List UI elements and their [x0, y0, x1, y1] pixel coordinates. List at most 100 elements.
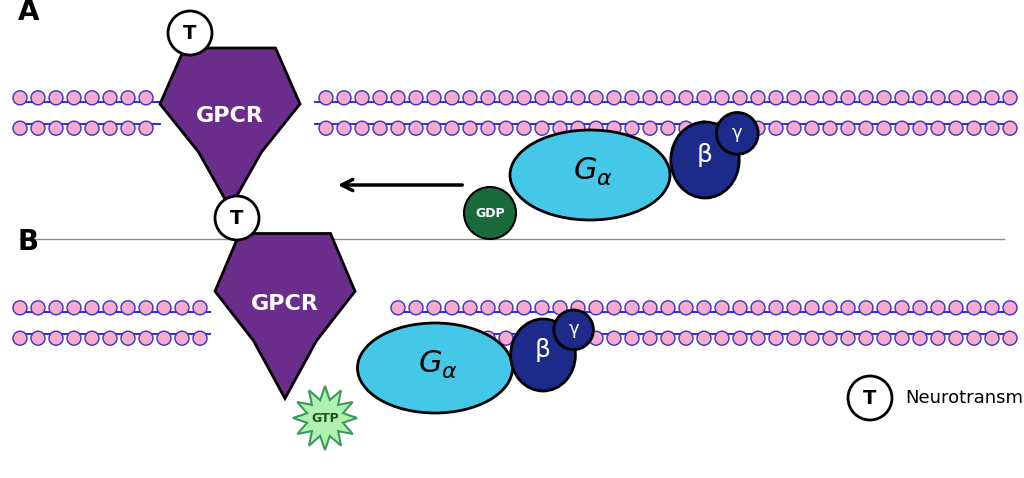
Circle shape — [355, 91, 369, 105]
Circle shape — [535, 331, 549, 345]
Circle shape — [643, 301, 657, 315]
Circle shape — [823, 301, 837, 315]
Circle shape — [607, 331, 621, 345]
Circle shape — [463, 331, 477, 345]
Circle shape — [337, 91, 351, 105]
Circle shape — [859, 331, 873, 345]
Circle shape — [967, 331, 981, 345]
Circle shape — [337, 121, 351, 135]
Circle shape — [805, 301, 819, 315]
Circle shape — [373, 121, 387, 135]
Circle shape — [571, 91, 585, 105]
Circle shape — [859, 121, 873, 135]
Circle shape — [877, 331, 891, 345]
Circle shape — [535, 301, 549, 315]
Circle shape — [157, 301, 171, 315]
Text: G: G — [573, 155, 597, 185]
Circle shape — [1002, 301, 1017, 315]
Circle shape — [355, 121, 369, 135]
Text: GPCR: GPCR — [251, 293, 318, 314]
Circle shape — [193, 301, 207, 315]
Circle shape — [85, 301, 99, 315]
Circle shape — [589, 91, 603, 105]
Circle shape — [553, 91, 567, 105]
Circle shape — [499, 301, 513, 315]
Circle shape — [697, 91, 711, 105]
Circle shape — [427, 301, 441, 315]
Circle shape — [13, 91, 27, 105]
Text: GPCR: GPCR — [196, 106, 264, 126]
Circle shape — [463, 121, 477, 135]
Circle shape — [877, 121, 891, 135]
Circle shape — [85, 331, 99, 345]
Circle shape — [607, 301, 621, 315]
Circle shape — [121, 121, 135, 135]
Polygon shape — [293, 386, 357, 450]
Circle shape — [553, 301, 567, 315]
Circle shape — [751, 91, 765, 105]
Circle shape — [715, 121, 729, 135]
Circle shape — [31, 301, 45, 315]
Circle shape — [427, 121, 441, 135]
Circle shape — [445, 301, 459, 315]
Circle shape — [805, 331, 819, 345]
Circle shape — [193, 331, 207, 345]
Circle shape — [67, 331, 81, 345]
Ellipse shape — [357, 323, 512, 413]
Circle shape — [913, 331, 927, 345]
Circle shape — [751, 301, 765, 315]
Circle shape — [553, 121, 567, 135]
Circle shape — [733, 331, 746, 345]
Circle shape — [848, 376, 892, 420]
Circle shape — [895, 331, 909, 345]
Circle shape — [985, 91, 999, 105]
Circle shape — [391, 121, 406, 135]
Circle shape — [535, 121, 549, 135]
Circle shape — [445, 121, 459, 135]
Circle shape — [517, 91, 531, 105]
Circle shape — [715, 301, 729, 315]
Circle shape — [445, 91, 459, 105]
Circle shape — [913, 121, 927, 135]
Circle shape — [31, 331, 45, 345]
Ellipse shape — [511, 319, 575, 391]
Circle shape — [445, 331, 459, 345]
Text: α: α — [441, 362, 457, 382]
Circle shape — [67, 91, 81, 105]
Circle shape — [967, 121, 981, 135]
Circle shape — [67, 121, 81, 135]
Text: Neurotransmitter: Neurotransmitter — [905, 389, 1024, 407]
Circle shape — [679, 301, 693, 315]
Circle shape — [319, 91, 333, 105]
Circle shape — [571, 331, 585, 345]
Circle shape — [949, 301, 963, 315]
Circle shape — [949, 91, 963, 105]
Circle shape — [103, 121, 117, 135]
Circle shape — [589, 121, 603, 135]
Circle shape — [481, 301, 495, 315]
Circle shape — [769, 121, 783, 135]
Circle shape — [168, 11, 212, 55]
Circle shape — [967, 91, 981, 105]
Circle shape — [85, 91, 99, 105]
Circle shape — [823, 121, 837, 135]
Circle shape — [571, 301, 585, 315]
Circle shape — [679, 121, 693, 135]
Circle shape — [787, 331, 801, 345]
Circle shape — [841, 301, 855, 315]
Circle shape — [805, 91, 819, 105]
Circle shape — [409, 121, 423, 135]
Circle shape — [481, 331, 495, 345]
Circle shape — [139, 301, 153, 315]
Circle shape — [625, 91, 639, 105]
Circle shape — [679, 331, 693, 345]
Circle shape — [769, 301, 783, 315]
Circle shape — [985, 301, 999, 315]
Circle shape — [139, 91, 153, 105]
Text: γ: γ — [568, 320, 579, 338]
Circle shape — [985, 121, 999, 135]
Text: T: T — [183, 23, 197, 43]
Text: β: β — [536, 338, 551, 362]
Text: GDP: GDP — [475, 206, 505, 219]
Circle shape — [662, 301, 675, 315]
